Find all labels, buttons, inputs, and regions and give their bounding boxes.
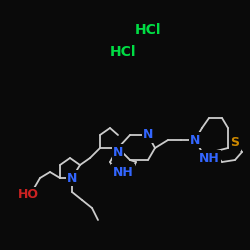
- Text: HCl: HCl: [135, 23, 162, 37]
- Text: HCl: HCl: [110, 45, 136, 59]
- Text: N: N: [143, 128, 153, 141]
- Text: N: N: [67, 172, 77, 184]
- Text: N: N: [113, 146, 123, 158]
- Text: NH: NH: [198, 152, 220, 164]
- Text: NH: NH: [112, 166, 134, 178]
- Text: HO: HO: [18, 188, 38, 202]
- Text: S: S: [230, 136, 239, 149]
- Text: N: N: [190, 134, 200, 146]
